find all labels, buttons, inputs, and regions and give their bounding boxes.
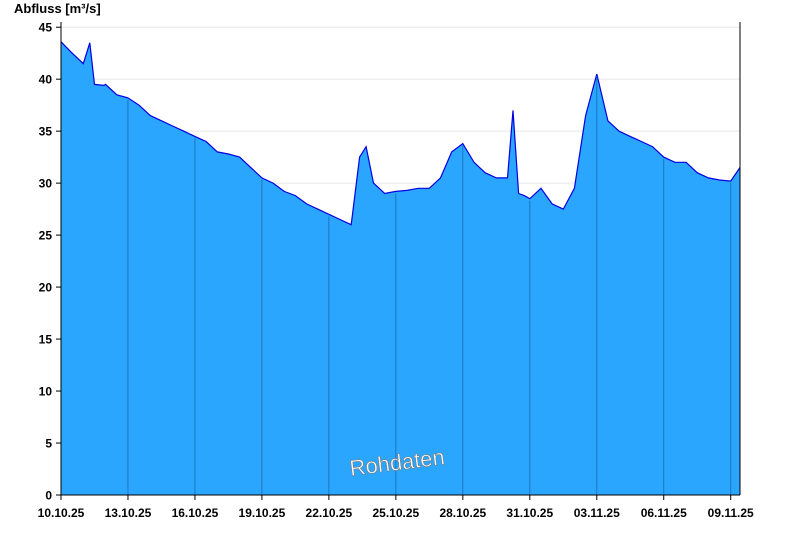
x-tick-label: 28.10.25 [439, 506, 486, 520]
y-tick-label: 20 [39, 281, 53, 295]
y-tick-label: 25 [39, 229, 53, 243]
y-tick-label: 0 [45, 489, 52, 503]
x-tick-label: 03.11.25 [574, 506, 620, 520]
x-tick-label: 10.10.25 [38, 506, 85, 520]
y-tick-label: 35 [39, 125, 53, 139]
y-tick-label: 15 [39, 333, 53, 347]
axes: 0 5 10 15 20 25 30 35 40 45 10.10.25 13.10.25 16.10.… [38, 21, 754, 520]
y-tick-label: 5 [45, 437, 52, 451]
x-tick-label: 09.11.25 [708, 506, 754, 520]
x-tick-label: 25.10.25 [372, 506, 419, 520]
y-axis-label: Abfluss [m³/s] [14, 1, 101, 16]
x-tick-label: 31.10.25 [506, 506, 553, 520]
series-line [60, 41, 741, 226]
plot-area [60, 41, 741, 496]
x-tick-label: 16.10.25 [172, 506, 219, 520]
x-tick-label: 22.10.25 [306, 506, 353, 520]
x-tick-label: 06.11.25 [641, 506, 687, 520]
x-tick-label: 13.10.25 [105, 506, 152, 520]
series-area [61, 41, 740, 496]
y-tick-label: 10 [39, 385, 53, 399]
y-tick-label: 45 [39, 21, 53, 35]
x-tick-label: 19.10.25 [239, 506, 286, 520]
y-tick-label: 30 [39, 177, 53, 191]
y-tick-label: 40 [39, 73, 53, 87]
